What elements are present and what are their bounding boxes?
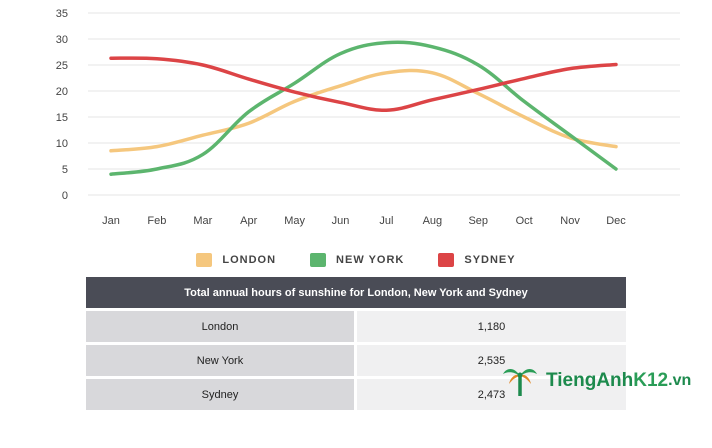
y-tick-label: 5 [62, 164, 68, 176]
watermark-domain: .vn [668, 372, 692, 389]
watermark-brand-k12: K12 [633, 370, 669, 391]
x-tick-label: Jan [102, 215, 120, 227]
y-tick-label: 20 [56, 86, 68, 98]
legend-swatch-sydney [438, 253, 455, 267]
x-tick-label: Jun [332, 215, 350, 227]
x-tick-label: Mar [193, 215, 212, 227]
table-row: New York 2,535 [86, 342, 626, 376]
x-tick-label: Aug [423, 215, 443, 227]
series-line-new-york [109, 40, 618, 176]
table-title: Total annual hours of sunshine for Londo… [86, 277, 626, 308]
legend-swatch-london [196, 253, 213, 267]
x-tick-label: Apr [240, 215, 257, 227]
watermark-logo: TiengAnh K12 .vn [500, 361, 691, 401]
legend-item-new-york: NEW YORK [310, 253, 404, 267]
y-tick-label: 15 [56, 112, 68, 124]
y-tick-label: 10 [56, 138, 68, 150]
x-tick-label: Dec [606, 215, 626, 227]
series-line-sydney [109, 56, 618, 112]
legend-label-sydney: SYDNEY [464, 254, 516, 266]
hours-cell: 1,180 [357, 308, 626, 342]
table-row: Sydney 2,473 [86, 376, 626, 410]
line-chart: 0 5 10 15 20 25 30 35 Jan Feb Mar Apr May Jun Jul Aug Se… [56, 8, 680, 227]
x-tick-label: Sep [468, 215, 488, 227]
legend-swatch-new-york [310, 253, 327, 267]
legend-item-sydney: SYDNEY [438, 253, 515, 267]
y-tick-label: 35 [56, 8, 68, 20]
chart-legend: LONDON NEW YORK SYDNEY [0, 250, 712, 270]
palm-tree-logo-icon [503, 369, 537, 396]
legend-label-new-york: NEW YORK [336, 254, 405, 266]
y-tick-label: 0 [62, 190, 68, 202]
city-cell: Sydney [86, 376, 357, 410]
city-cell: New York [86, 342, 357, 376]
y-tick-label: 25 [56, 60, 68, 72]
hours-cell: 2,473 [357, 376, 626, 410]
x-tick-label: Feb [147, 215, 166, 227]
x-tick-label: Oct [516, 215, 533, 227]
x-tick-label: May [284, 215, 305, 227]
series-line-london [109, 68, 618, 153]
y-tick-label: 30 [56, 34, 68, 46]
city-cell: London [86, 308, 357, 342]
sunshine-table: Total annual hours of sunshine for Londo… [86, 277, 626, 410]
table-row: London 1,180 [86, 308, 626, 342]
hours-cell: 2,535 [357, 342, 626, 376]
legend-label-london: LONDON [222, 254, 277, 266]
watermark-brand: TiengAnh [546, 370, 634, 391]
x-tick-label: Jul [379, 215, 393, 227]
x-tick-label: Nov [560, 215, 580, 227]
legend-item-london: LONDON [196, 253, 276, 267]
